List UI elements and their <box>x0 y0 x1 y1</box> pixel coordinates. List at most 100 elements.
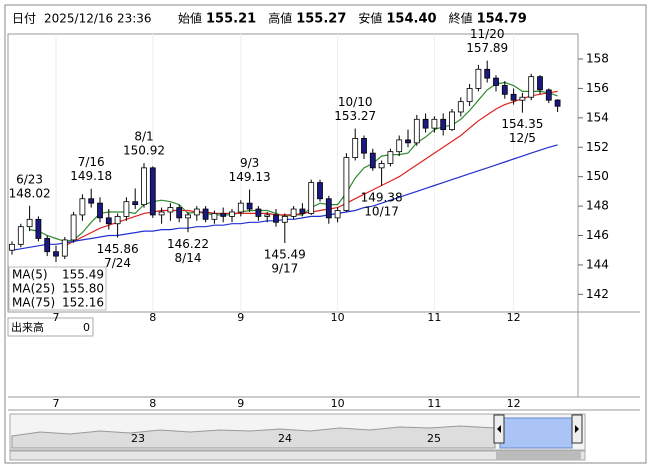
candle-body <box>343 157 350 211</box>
x-tick-label: 10 <box>331 311 345 324</box>
scrollbar[interactable] <box>9 450 586 461</box>
candle-body <box>53 251 59 257</box>
candle-body <box>70 214 77 241</box>
legend-name: MA(75) <box>12 296 55 310</box>
candle-body <box>537 76 543 91</box>
navigator-window[interactable] <box>499 417 573 449</box>
candle-body <box>105 217 112 225</box>
candle-body <box>9 243 15 251</box>
x-tick-label: 11 <box>427 311 441 324</box>
field-label: 終値 <box>449 11 473 26</box>
x-tick-label: 12 <box>507 311 521 324</box>
candle-body <box>220 213 227 217</box>
candle-body <box>255 208 262 217</box>
candle-body <box>510 93 517 101</box>
annotation-date: 10/10 <box>338 95 373 109</box>
candle-body <box>79 198 86 216</box>
candle-body <box>466 88 473 103</box>
annotation-date: 12/5 <box>509 131 536 145</box>
candle-body <box>202 208 209 220</box>
scroll-thumb[interactable] <box>496 451 581 460</box>
candle-body <box>158 211 165 216</box>
candle-body <box>281 215 288 223</box>
candle-body <box>229 211 235 217</box>
candle-body <box>325 198 332 219</box>
x-tick-label: 12 <box>507 397 521 410</box>
annotation-date: 11/20 <box>470 27 505 41</box>
header: 日付 2025/12/16 23:36 <box>12 12 152 26</box>
annotation-date: 8/1 <box>134 130 153 144</box>
x-tick-label: 11 <box>427 397 441 410</box>
candle-body <box>501 85 508 95</box>
annotation-value: 146.22 <box>167 237 209 251</box>
field-value: 154.40 <box>386 12 436 27</box>
annotation-value: 148.02 <box>9 186 51 200</box>
y-tick-label: 144 <box>586 257 609 271</box>
handle-arrow <box>575 425 579 433</box>
legend-value: 152.16 <box>62 296 104 310</box>
candle-body <box>413 118 420 144</box>
navigator-area <box>11 425 496 449</box>
legend-name: MA(25) <box>12 282 55 296</box>
candle-body <box>26 218 33 228</box>
candle-body <box>422 118 429 129</box>
x-tick-label: 8 <box>149 311 156 324</box>
y-tick-label: 150 <box>586 169 609 183</box>
y-tick-label: 146 <box>586 228 609 242</box>
candle-body <box>273 214 279 223</box>
candle-body <box>35 218 42 239</box>
annotation-date: 10/17 <box>364 204 399 218</box>
candle-body <box>493 77 499 86</box>
field-label: 安値 <box>358 11 382 26</box>
annotation-date: 9/3 <box>240 156 259 170</box>
volume-value: 0 <box>83 321 90 334</box>
navigator-label: 24 <box>278 432 292 445</box>
candle-body <box>369 152 376 169</box>
candle-body <box>193 208 200 216</box>
legend-value: 155.80 <box>62 282 104 296</box>
candle-body <box>387 151 394 164</box>
candle-body <box>396 139 403 153</box>
candle-body <box>17 226 24 245</box>
y-tick-label: 152 <box>586 140 609 154</box>
legend-box <box>8 266 107 311</box>
annotation-date: 7/16 <box>78 155 105 169</box>
candle-body <box>484 68 491 79</box>
legend-value: 155.49 <box>62 268 104 282</box>
legend-name: MA(5) <box>12 268 48 282</box>
candle-body <box>528 76 535 98</box>
annotation-date: 7/24 <box>104 256 131 270</box>
candle-body <box>114 215 121 225</box>
candle-body <box>149 167 156 216</box>
annotation-value: 150.92 <box>123 144 165 158</box>
field-value: 155.27 <box>296 12 346 27</box>
field-value: 154.79 <box>477 12 527 27</box>
candle-body <box>211 213 218 220</box>
candle-body <box>449 111 455 131</box>
candle-body <box>317 182 323 200</box>
navigator-label: 25 <box>427 432 441 445</box>
candle-body <box>185 214 191 219</box>
annotation-date: 8/14 <box>175 251 202 265</box>
candle-body <box>237 202 244 213</box>
candle-body <box>176 207 183 219</box>
x-tick-label: 9 <box>237 397 244 410</box>
annotation-value: 154.35 <box>501 117 543 131</box>
candle-body <box>61 239 68 257</box>
candle-body <box>299 208 306 214</box>
x-tick-label: 8 <box>149 397 156 410</box>
candle-body <box>431 118 438 129</box>
candle-body <box>405 139 411 144</box>
candle-body <box>290 208 297 217</box>
candle-body <box>352 138 359 158</box>
candle-body <box>440 118 447 131</box>
candle-body <box>308 182 315 214</box>
candle-body <box>44 238 51 253</box>
candle-body <box>457 101 464 113</box>
x-tick-label: 10 <box>331 397 345 410</box>
y-tick-label: 142 <box>586 287 609 301</box>
y-tick-label: 158 <box>586 52 609 66</box>
annotation-value: 145.49 <box>264 248 306 262</box>
candle-body <box>475 68 482 89</box>
